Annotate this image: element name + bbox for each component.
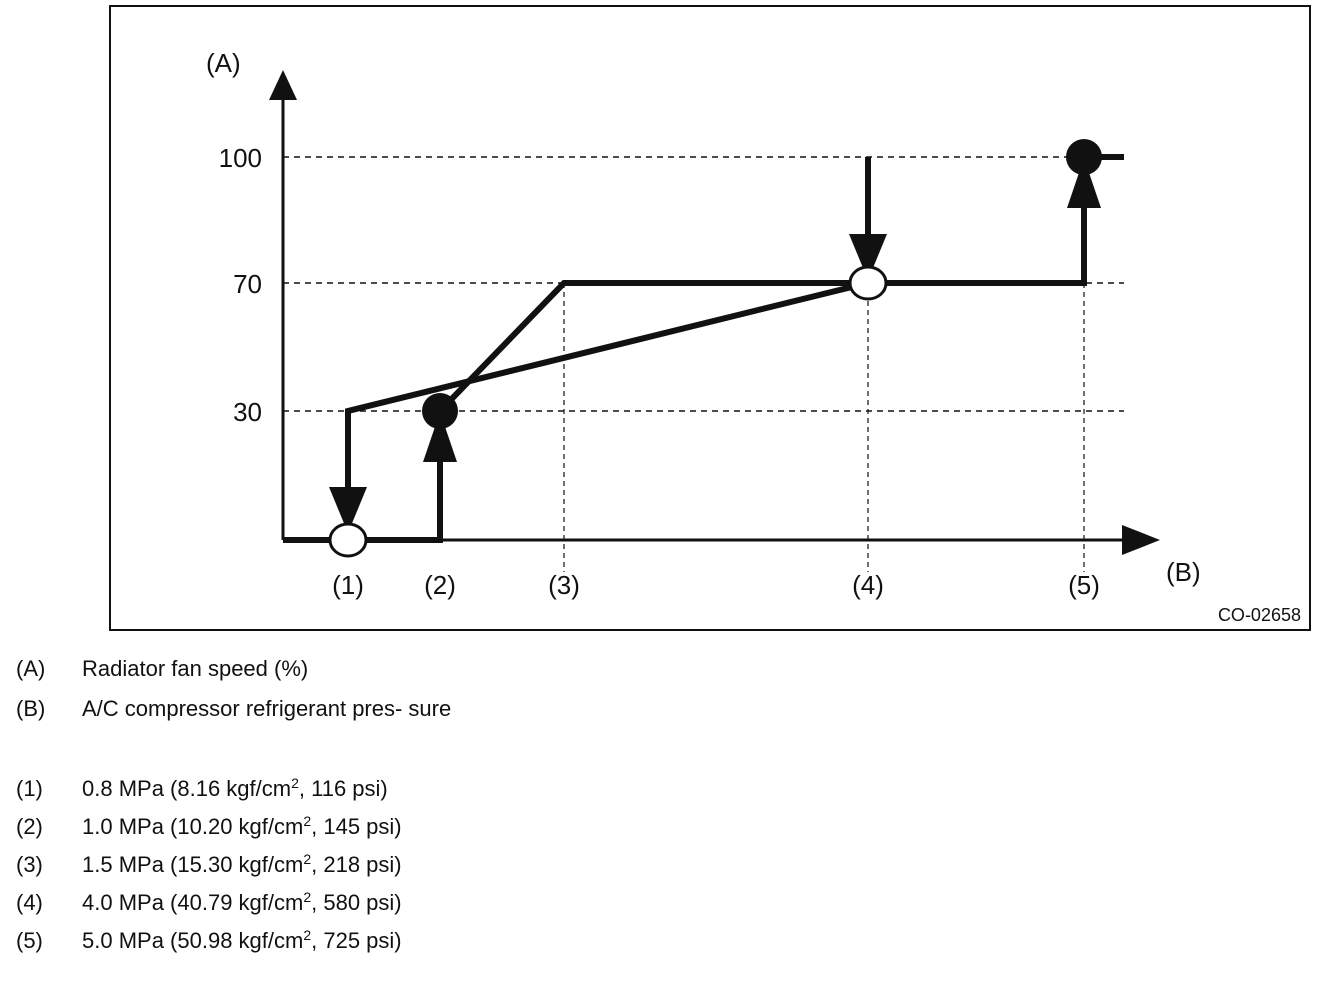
y-axis-label: (A) — [206, 48, 241, 78]
legend-row-point-1: (1) 0.8 MPa (8.16 kgf/cm2, 116 psi) — [16, 770, 462, 808]
legend-row-point-4: (4) 4.0 MPa (40.79 kgf/cm2, 580 psi) — [16, 884, 462, 922]
filled-marker-1 — [422, 393, 458, 429]
axis-labels: (A) (B) 30 70 100 (1) (2) (3) (4) (5) CO-02658 — [206, 48, 1301, 625]
x-tick-label: (5) — [1068, 570, 1100, 600]
legend-key: (1) — [16, 776, 43, 801]
fan-speed-chart: (A) (B) 30 70 100 (1) (2) (3) (4) (5) CO-02658 — [109, 5, 1311, 631]
legend-row-point-5: (5) 5.0 MPa (50.98 kgf/cm2, 725 psi) — [16, 922, 462, 960]
legend-row-axis-a: (A) Radiator fan speed (%) — [16, 654, 462, 684]
x-axis-label: (B) — [1166, 557, 1201, 587]
legend-text: A/C compressor refrigerant pres- sure — [82, 696, 452, 721]
legend-text: 4.0 MPa (40.79 kgf/cm2, 580 psi) — [82, 889, 402, 915]
figure-code: CO-02658 — [1218, 605, 1301, 625]
series-line-2 — [345, 157, 871, 540]
legend-text: 1.0 MPa (10.20 kgf/cm2, 145 psi) — [82, 813, 402, 839]
x-axis-arrow-icon — [1122, 525, 1160, 555]
x-tick-label: (4) — [852, 570, 884, 600]
legend-row-point-3: (3) 1.5 MPa (15.30 kgf/cm2, 218 psi) — [16, 846, 462, 884]
open-marker-2 — [848, 265, 888, 301]
x-tick-label: (2) — [424, 570, 456, 600]
x-tick-label: (1) — [332, 570, 364, 600]
filled-marker-2 — [1066, 139, 1102, 175]
arrow-up-icon — [423, 412, 457, 462]
legend: (A) Radiator fan speed (%) (B) A/C compr… — [16, 654, 462, 960]
legend-row-point-2: (2) 1.0 MPa (10.20 kgf/cm2, 145 psi) — [16, 808, 462, 846]
legend-key: (B) — [16, 696, 46, 721]
arrow-down-icon — [849, 234, 887, 280]
markers — [328, 139, 1102, 558]
legend-text: 5.0 MPa (50.98 kgf/cm2, 725 psi) — [82, 927, 402, 953]
open-marker-1 — [328, 522, 368, 558]
legend-row-axis-b: (B) A/C compressor refrigerant pres- sur… — [16, 694, 462, 724]
series-lines — [283, 154, 1124, 543]
reference-lines — [283, 156, 1124, 572]
y-tick-label: 100 — [219, 143, 262, 173]
chart-frame — [109, 5, 1311, 631]
arrow-down-icon — [329, 487, 367, 533]
y-tick-label: 30 — [233, 397, 262, 427]
legend-key: (A) — [16, 656, 46, 681]
x-tick-label: (3) — [548, 570, 580, 600]
legend-key: (4) — [16, 890, 43, 915]
legend-text: Radiator fan speed (%) — [82, 656, 309, 681]
legend-key: (5) — [16, 928, 43, 953]
axes — [269, 70, 1160, 555]
y-tick-label: 70 — [233, 269, 262, 299]
y-axis-arrow-icon — [269, 70, 297, 100]
series-line-1 — [283, 154, 1124, 543]
legend-text: 0.8 MPa (8.16 kgf/cm2, 116 psi) — [82, 775, 388, 801]
legend-key: (2) — [16, 814, 43, 839]
legend-key: (3) — [16, 852, 43, 877]
arrow-up-icon — [1067, 158, 1101, 208]
legend-text: 1.5 MPa (15.30 kgf/cm2, 218 psi) — [82, 851, 402, 877]
